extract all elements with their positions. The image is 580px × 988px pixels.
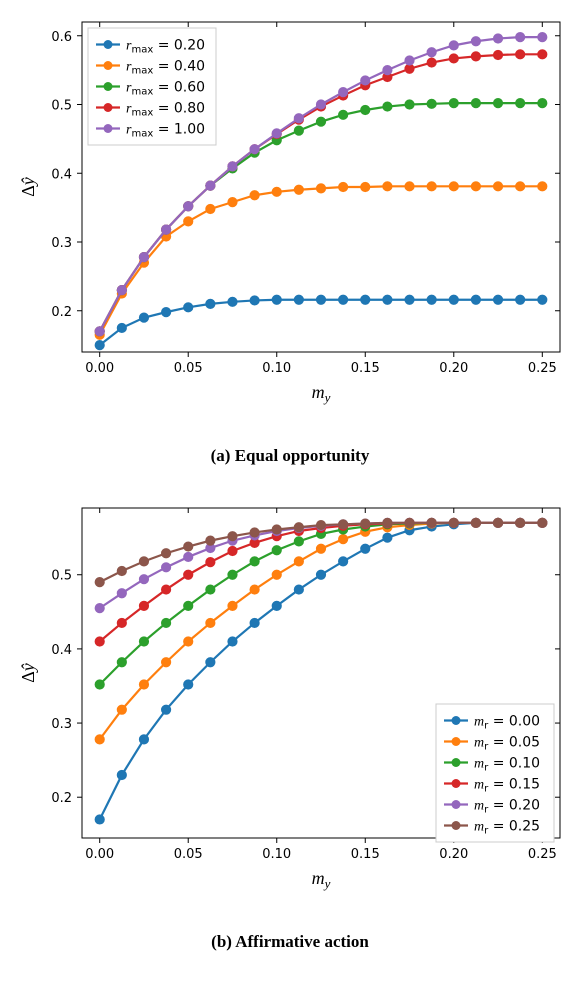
- svg-text:0.15: 0.15: [351, 361, 380, 376]
- svg-text:mr = 0.10: mr = 0.10: [474, 756, 540, 774]
- svg-text:0.25: 0.25: [528, 361, 557, 376]
- svg-text:0.2: 0.2: [51, 791, 72, 806]
- svg-text:mr = 0.25: mr = 0.25: [474, 819, 540, 837]
- svg-text:0.20: 0.20: [439, 361, 468, 376]
- svg-text:0.25: 0.25: [528, 847, 557, 862]
- svg-text:0.6: 0.6: [51, 30, 72, 45]
- svg-text:0.00: 0.00: [85, 847, 114, 862]
- svg-text:mr = 0.05: mr = 0.05: [474, 735, 540, 753]
- chart-b-svg: 0.00 0.05 0.10 0.15 0.20 0.25 0.2 0.3 0.4 0.5 my Δŷ…: [8, 494, 572, 904]
- svg-text:0.00: 0.00: [85, 361, 114, 376]
- svg-text:0.3: 0.3: [51, 236, 72, 251]
- chart-a-svg: 0.00 0.05 0.10 0.15 0.20 0.25 0.2 0.3 0.4 0.5 0.6 m…: [8, 8, 572, 418]
- svg-text:0.5: 0.5: [51, 99, 72, 114]
- caption-b: (b) Affirmative action: [8, 932, 572, 952]
- svg-text:0.4: 0.4: [51, 643, 72, 658]
- svg-text:Δŷ: Δŷ: [18, 663, 38, 683]
- caption-a: (a) Equal opportunity: [8, 446, 572, 466]
- svg-text:Δŷ: Δŷ: [18, 177, 38, 197]
- svg-text:my: my: [312, 868, 331, 891]
- svg-text:0.3: 0.3: [51, 717, 72, 732]
- svg-text:mr = 0.00: mr = 0.00: [474, 714, 540, 732]
- panel-b: 0.00 0.05 0.10 0.15 0.20 0.25 0.2 0.3 0.4 0.5 my Δŷ…: [8, 494, 572, 904]
- panel-a: 0.00 0.05 0.10 0.15 0.20 0.25 0.2 0.3 0.4 0.5 0.6 m…: [8, 8, 572, 418]
- svg-text:0.15: 0.15: [351, 847, 380, 862]
- svg-text:0.10: 0.10: [262, 847, 291, 862]
- svg-text:0.4: 0.4: [51, 167, 72, 182]
- svg-text:my: my: [312, 382, 331, 405]
- svg-text:mr = 0.20: mr = 0.20: [474, 798, 540, 816]
- svg-text:0.05: 0.05: [174, 847, 203, 862]
- svg-text:0.20: 0.20: [439, 847, 468, 862]
- svg-text:mr = 0.15: mr = 0.15: [474, 777, 540, 795]
- figure-container: 0.00 0.05 0.10 0.15 0.20 0.25 0.2 0.3 0.4 0.5 0.6 m…: [0, 0, 580, 988]
- svg-text:0.10: 0.10: [262, 361, 291, 376]
- svg-text:0.5: 0.5: [51, 569, 72, 584]
- svg-text:0.2: 0.2: [51, 305, 72, 320]
- svg-text:0.05: 0.05: [174, 361, 203, 376]
